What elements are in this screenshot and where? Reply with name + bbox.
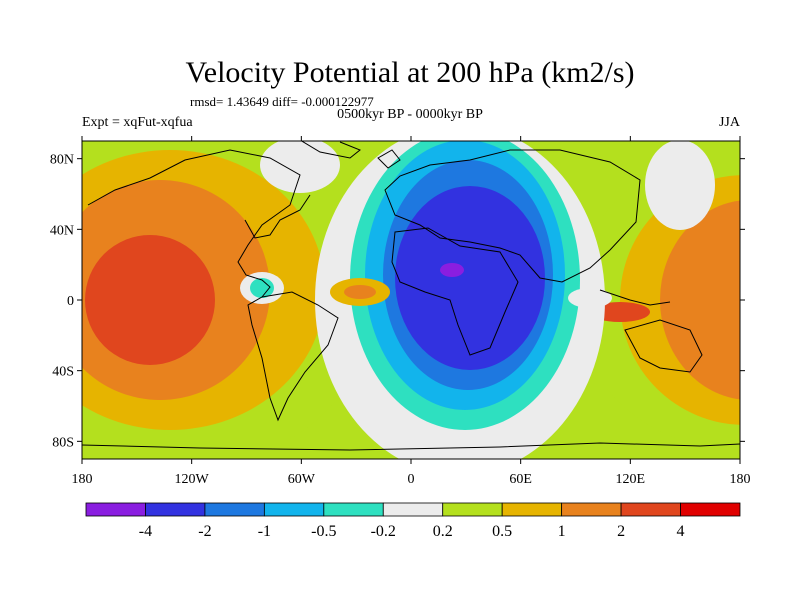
colorbar-label: -2 (198, 523, 211, 540)
season-label: JJA (719, 115, 741, 130)
colorbar-swatch (561, 502, 622, 517)
experiment-label: Expt = xqFut-xqfua (82, 115, 193, 130)
colorbar-swatch (204, 502, 265, 517)
lon-tick-label: 60W (288, 472, 316, 487)
colorbar-swatch (382, 502, 444, 517)
colorbar-label: -0.5 (311, 523, 336, 540)
lat-tick-label: 40S (52, 365, 74, 380)
colorbar-label: -0.2 (371, 523, 396, 540)
colorbar-label: 2 (617, 523, 625, 540)
colorbar-swatch (145, 502, 206, 517)
longitude-axis: 180 120W 60W 0 60E 120E 180 (72, 136, 751, 487)
colorbar-swatch (501, 502, 563, 517)
colorbar-label: -4 (139, 523, 152, 540)
lat-tick-label: 80N (50, 153, 74, 168)
colorbar-swatch (323, 502, 384, 517)
latitude-axis: 80N 40N 0 40S 80S (50, 153, 745, 450)
lon-tick-label: 60E (509, 472, 532, 487)
lat-tick-label: 40N (50, 223, 74, 238)
lon-tick-label: 180 (72, 472, 93, 487)
coastlines (82, 141, 740, 451)
colorbar-label: -1 (258, 523, 271, 540)
colorbar-swatch (620, 502, 681, 517)
lon-tick-label: 120W (175, 472, 210, 487)
period-label: 0500kyr BP - 0000kyr BP (337, 107, 483, 122)
colorbar-swatch (263, 502, 325, 517)
colorbar-label: 0.2 (433, 523, 453, 540)
lat-tick-label: 0 (67, 294, 74, 309)
lon-tick-label: 180 (730, 472, 751, 487)
lon-tick-label: 120E (616, 472, 646, 487)
map-panel: 80N 40N 0 40S 80S 180 120W 60W 0 60E 120E 180 (50, 136, 751, 487)
colorbar-label: 4 (677, 523, 685, 540)
colorbar-label: 1 (558, 523, 566, 540)
contour-field (82, 141, 740, 459)
figure-title: Velocity Potential at 200 hPa (km2/s) (185, 56, 634, 89)
colorbar-swatch (680, 502, 741, 517)
colorbar-swatch (442, 502, 503, 517)
lat-tick-label: 80S (52, 435, 74, 450)
lon-tick-label: 0 (408, 472, 415, 487)
colorbar-label: 0.5 (492, 523, 512, 540)
colorbar-swatch (85, 502, 146, 517)
stats-label: rmsd= 1.43649 diff= -0.000122977 (190, 94, 374, 109)
colorbar: -4 -2 -1 -0.5 -0.2 0.2 0.5 1 2 4 (85, 502, 741, 540)
